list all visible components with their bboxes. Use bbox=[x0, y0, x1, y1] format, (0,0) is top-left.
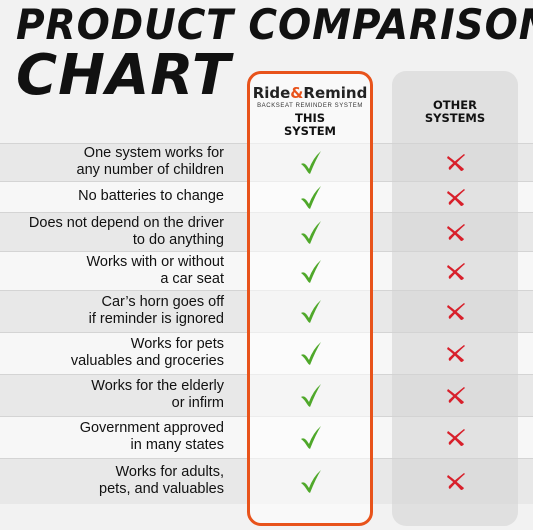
green-check-icon bbox=[301, 259, 321, 283]
brand-logo: Ride&Remind bbox=[252, 84, 368, 102]
this-system-heading: THIS SYSTEM bbox=[283, 111, 337, 138]
red-x-icon bbox=[447, 345, 465, 362]
green-check-icon bbox=[301, 220, 321, 244]
green-check-icon bbox=[301, 342, 321, 365]
brand-tagline: BACKSEAT REMINDER SYSTEM bbox=[257, 103, 363, 109]
green-check-icon bbox=[301, 426, 321, 449]
green-check-icon bbox=[301, 185, 321, 209]
red-x-icon bbox=[447, 429, 465, 446]
row-feature-label: One system works for any number of child… bbox=[76, 145, 225, 178]
other-systems-heading: OTHER SYSTEMS bbox=[424, 98, 486, 125]
red-x-icon bbox=[447, 473, 465, 490]
green-check-icon bbox=[301, 384, 321, 407]
red-x-icon bbox=[447, 154, 465, 171]
red-x-icon bbox=[447, 303, 465, 320]
row-feature-label: Works for adults, pets, and valuables bbox=[99, 464, 224, 497]
red-x-icon bbox=[447, 188, 465, 206]
other-systems-column: OTHER SYSTEMS bbox=[392, 71, 518, 526]
row-feature-label: Car’s horn goes off if reminder is ignor… bbox=[88, 294, 224, 327]
title-line-1: PRODUCT COMPARISON bbox=[16, 0, 533, 49]
row-feature-label: Works for the elderly or infirm bbox=[91, 378, 224, 411]
red-x-icon bbox=[447, 262, 465, 280]
red-x-icon bbox=[447, 387, 465, 404]
row-feature-label: Works with or without a car seat bbox=[86, 254, 224, 287]
row-feature-label: Does not depend on the driver to do anyt… bbox=[28, 215, 224, 248]
this-system-column: Ride&Remind BACKSEAT REMINDER SYSTEM THI… bbox=[247, 71, 373, 526]
title-line-2: CHART bbox=[16, 43, 232, 108]
row-feature-label: No batteries to change bbox=[78, 188, 224, 204]
red-x-icon bbox=[447, 223, 465, 241]
row-feature-label: Works for pets valuables and groceries bbox=[70, 336, 224, 369]
green-check-icon bbox=[301, 470, 321, 493]
green-check-icon bbox=[301, 300, 321, 323]
row-feature-label: Government approved in many states bbox=[79, 420, 224, 453]
green-check-icon bbox=[301, 151, 321, 174]
